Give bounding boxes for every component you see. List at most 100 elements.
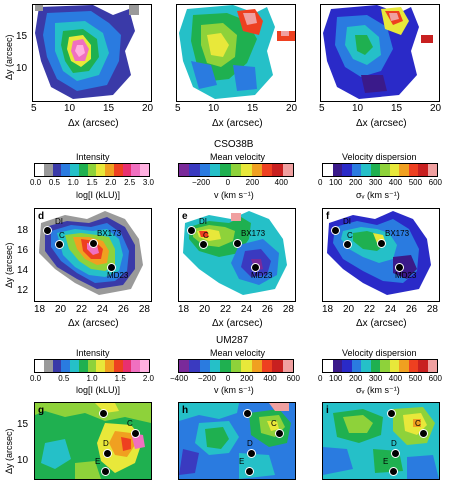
colorbar-segment (342, 360, 352, 372)
colorbar-segment (43, 360, 53, 372)
colorbar-segment (43, 164, 53, 176)
map-panel-i: C D E i (322, 402, 440, 480)
colorbar-segment (61, 164, 71, 176)
source-label: BX173 (97, 229, 122, 238)
source-label: C (347, 231, 353, 240)
x-tick: 15 (103, 103, 115, 114)
map-panel-g: C D E g (34, 402, 152, 480)
x-axis-label: Δx (arcsec) (212, 318, 263, 329)
panel-letter: h (182, 405, 189, 416)
map-panel-top-dispersion (320, 4, 440, 102)
colorbar-segment (96, 164, 106, 176)
source-label: DI (55, 217, 63, 226)
colorbar-segment (351, 164, 361, 176)
source-marker (233, 239, 242, 248)
colorbar-tick-label: 500 (408, 374, 423, 383)
colorbar-tick-label: −200 (197, 374, 216, 383)
y-tick: 15 (17, 419, 29, 430)
colorbar-velocity-dispersion (322, 163, 438, 177)
colorbar-tick-label: 600 (428, 178, 442, 187)
colorbar-segment (241, 164, 252, 176)
colorbar-segment (220, 360, 231, 372)
colorbar-segment (251, 164, 262, 176)
colorbar-tick-label: 300 (368, 178, 383, 187)
source-marker (387, 409, 396, 418)
colorbar-segment (96, 360, 106, 372)
colorbar-intensity (34, 359, 150, 373)
x-tick: 26 (261, 304, 273, 315)
panel-letter: g (38, 405, 45, 416)
source-marker (389, 467, 398, 476)
colorbar-title: Intensity (76, 348, 110, 358)
source-label: D (247, 439, 253, 448)
colorbar-segment (199, 164, 211, 176)
colorbar-title: Velocity dispersion (342, 152, 417, 162)
colorbar-segment (427, 164, 437, 176)
colorbar-segment (35, 360, 44, 372)
x-axis-label: Δx (arcsec) (68, 118, 119, 129)
x-tick: 18 (322, 304, 334, 315)
source-label: E (95, 457, 101, 466)
x-ticks: 18 20 22 24 26 28 (178, 304, 294, 316)
x-tick: 20 (430, 103, 442, 114)
source-marker (101, 467, 110, 476)
source-marker (247, 449, 256, 458)
colorbar-segment (105, 360, 114, 372)
source-marker (103, 449, 112, 458)
x-tick: 20 (54, 304, 67, 315)
colorbar-segment (282, 360, 293, 372)
colorbar-segment (122, 360, 132, 372)
colorbar-segment (87, 164, 97, 176)
x-tick: 5 (319, 103, 325, 114)
colorbar-tick-label: 2.0 (105, 178, 117, 187)
source-marker (187, 226, 196, 235)
x-tick: 10 (352, 103, 364, 114)
section-title-um287: UM287 (216, 335, 249, 346)
x-tick: 20 (286, 103, 298, 114)
y-tick: 12 (17, 285, 29, 296)
x-ticks: 18 20 22 24 26 28 (322, 304, 438, 316)
colorbar-segment (351, 360, 361, 372)
colorbar-segment (179, 164, 190, 176)
colorbar-tick-label: 400 (263, 374, 277, 383)
x-ticks: 18 20 22 24 26 28 (34, 304, 150, 316)
colorbar-title: Velocity dispersion (342, 348, 417, 358)
colorbar-tick-label: 1.5 (114, 374, 126, 383)
dispersion-map-image (323, 403, 439, 479)
source-label: MD23 (251, 271, 273, 280)
source-label: C (59, 231, 65, 240)
colorbar-segment (261, 164, 273, 176)
source-marker (199, 240, 208, 249)
intensity-map-image (35, 403, 151, 479)
source-marker (89, 239, 98, 248)
colorbar-segment (370, 360, 380, 372)
colorbar-segment (399, 360, 409, 372)
section-title-cso38b: CSO38B (214, 139, 254, 150)
map-panel-f: DI C BX173 MD23 f (322, 208, 440, 302)
panel-letter: f (326, 211, 330, 222)
colorbar-tick-label: −200 (192, 178, 211, 187)
colorbar-tick-label: 200 (245, 178, 260, 187)
colorbar-tick-label: 600 (286, 374, 300, 383)
y-tick: 16 (17, 245, 29, 256)
y-tick: 15 (16, 31, 28, 42)
colorbar-segment (370, 164, 380, 176)
colorbar-segment (131, 164, 141, 176)
colorbar-tick-label: 500 (408, 178, 423, 187)
colorbar-tick-label: −400 (170, 374, 189, 383)
colorbar-unit: σᵥ (km s⁻¹) (356, 190, 400, 200)
source-marker (395, 263, 404, 272)
x-axis-label: Δx (arcsec) (68, 318, 119, 329)
colorbar-segment (61, 360, 71, 372)
x-tick: 24 (384, 304, 397, 315)
colorbar-segment (323, 360, 333, 372)
source-marker (107, 263, 116, 272)
panel-letter: i (326, 405, 329, 416)
x-tick: 15 (391, 103, 403, 114)
colorbar-title: Mean velocity (210, 348, 266, 358)
y-tick: 10 (17, 455, 29, 466)
colorbar-tick-label: 1.0 (67, 178, 79, 187)
y-axis-label: Δy (arcsec) (4, 242, 14, 288)
colorbar-tick-label: 0.0 (30, 374, 42, 383)
x-tick: 18 (34, 304, 46, 315)
